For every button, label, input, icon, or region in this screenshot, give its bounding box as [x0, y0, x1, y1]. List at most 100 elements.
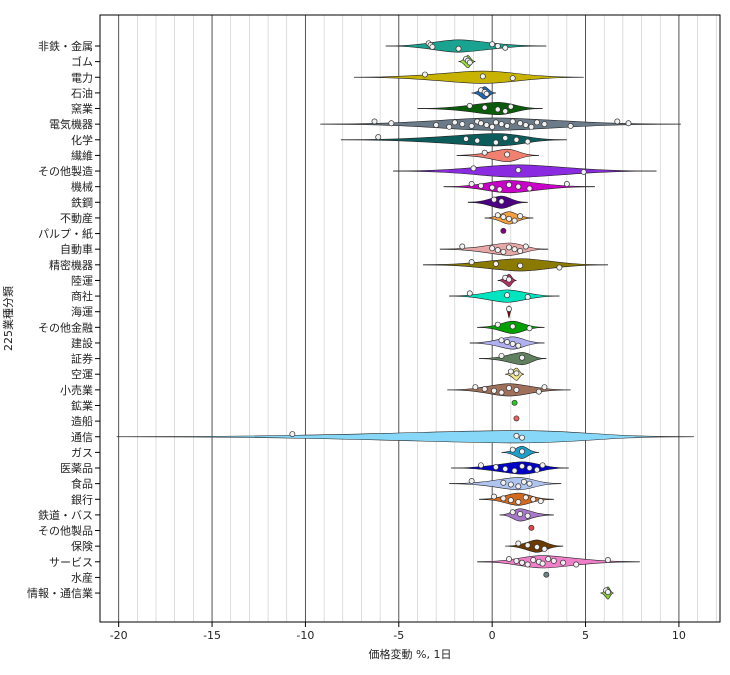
data-point [496, 186, 503, 193]
violin-layer [116, 39, 694, 600]
x-tick-label: -5 [393, 629, 404, 642]
data-point [466, 290, 473, 297]
data-point [489, 184, 496, 191]
category-label: ガス [71, 446, 93, 459]
data-point [504, 122, 511, 129]
category-label: 石油 [71, 86, 93, 100]
data-point [625, 120, 632, 127]
data-point [451, 119, 458, 126]
data-point [580, 168, 587, 175]
data-point [289, 431, 296, 437]
data-point [494, 43, 501, 49]
data-point [492, 260, 499, 267]
category-label: 陸運 [71, 274, 93, 287]
category-label: 情報・通信業 [27, 587, 93, 600]
data-point [468, 181, 475, 187]
violin-body [423, 258, 608, 272]
data-point [478, 120, 484, 127]
category-label: 小売業 [60, 384, 93, 397]
category-label: 食品 [71, 477, 93, 491]
category-label: その他製品 [38, 524, 93, 538]
data-point [433, 122, 440, 129]
category-label: 空運 [71, 367, 93, 381]
data-point [560, 559, 567, 566]
data-point [543, 571, 550, 578]
data-point [502, 135, 509, 141]
data-point [563, 181, 570, 187]
data-point [375, 134, 382, 141]
data-point [524, 512, 531, 519]
data-point [550, 557, 557, 564]
violin-body [393, 164, 657, 178]
data-point [470, 165, 477, 172]
data-point [479, 73, 486, 80]
data-point [605, 557, 611, 563]
data-point [530, 557, 537, 563]
data-point [388, 120, 395, 127]
data-point [492, 464, 499, 471]
data-point [522, 243, 529, 250]
data-point [526, 185, 533, 192]
data-point [421, 71, 428, 78]
data-point [494, 247, 501, 254]
data-point [498, 121, 505, 128]
violin-body [467, 195, 528, 209]
data-point [517, 511, 524, 517]
data-point [468, 122, 475, 129]
data-point [481, 386, 488, 392]
data-point [515, 183, 522, 190]
data-point [498, 337, 505, 344]
data-point [500, 214, 507, 220]
data-point [459, 121, 466, 128]
data-point [515, 342, 522, 349]
data-point [530, 496, 537, 503]
data-point [511, 467, 518, 474]
data-point [502, 44, 509, 51]
data-point [498, 198, 505, 205]
category-label: 精密機器 [49, 258, 93, 272]
data-point [498, 389, 505, 396]
category-label: 繊維 [71, 149, 93, 162]
category-label: 造船 [71, 414, 93, 428]
data-point [371, 118, 378, 125]
data-point [524, 138, 531, 145]
category-label: 不動産 [60, 211, 93, 225]
data-point [500, 479, 507, 486]
data-point [605, 589, 611, 596]
x-tick-label: 5 [582, 629, 589, 642]
category-label: その他金融 [38, 320, 93, 334]
data-point [492, 139, 499, 146]
data-point [483, 122, 490, 129]
data-point [506, 181, 512, 188]
data-point [489, 245, 496, 252]
y-axis-title: 225業種分類 [1, 286, 15, 351]
data-point [478, 462, 484, 469]
violin-body [451, 461, 569, 475]
data-point [541, 121, 548, 128]
data-point [513, 136, 520, 143]
data-point [502, 108, 509, 115]
data-point [517, 248, 524, 254]
data-point [455, 45, 462, 52]
data-point [524, 294, 531, 300]
data-point [515, 167, 522, 174]
data-point [556, 264, 563, 271]
data-point [504, 151, 511, 158]
data-point [567, 122, 574, 129]
data-point [517, 213, 524, 220]
data-point [506, 306, 512, 312]
point-layer [289, 40, 632, 596]
category-label: 自動車 [60, 242, 93, 256]
x-axis-title: 価格変動 %, 1日 [369, 647, 452, 661]
data-point [524, 561, 531, 568]
category-label: 鉄鋼 [71, 195, 93, 209]
data-point [541, 545, 548, 552]
data-point [507, 481, 514, 488]
plot-frame [99, 14, 721, 623]
data-point [509, 75, 516, 82]
data-point [515, 499, 522, 505]
violin-body [353, 70, 584, 84]
data-point [481, 149, 488, 156]
violin-body [456, 148, 539, 162]
category-label: 電気機器 [49, 117, 93, 131]
